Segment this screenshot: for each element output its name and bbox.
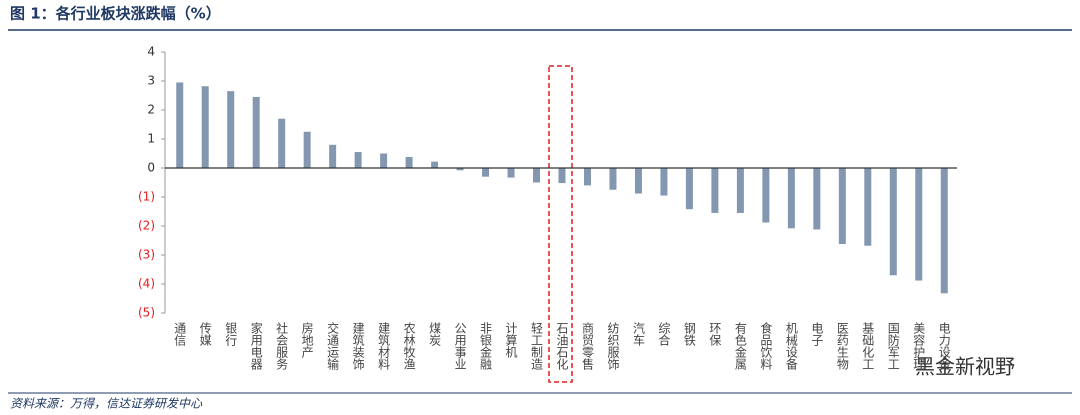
bar [583, 168, 591, 186]
x-tick-label: 家用电器 [249, 321, 263, 371]
y-tick-label: 1 [147, 132, 155, 146]
x-tick-label: 石油石化 [555, 322, 569, 371]
x-tick-label: 交通运输 [326, 321, 340, 371]
bar [227, 91, 235, 168]
x-tick-label: 电力设备 [937, 322, 951, 371]
y-tick-label: 3 [147, 74, 155, 88]
bar [252, 96, 260, 168]
x-tick-label: 公用事业 [453, 322, 467, 370]
x-tick-label: 汽车 [631, 321, 645, 347]
bar [685, 168, 693, 210]
x-tick-label: 基础化工 [861, 322, 875, 370]
x-tick-label: 电子 [810, 322, 824, 346]
y-tick-label: 2 [147, 103, 155, 117]
bar [838, 168, 846, 244]
bar [889, 168, 897, 276]
x-tick-label: 轻工制造 [530, 322, 544, 370]
x-tick-label: 煤炭 [428, 322, 442, 347]
bar [507, 168, 515, 178]
x-tick-label: 纺织服饰 [606, 322, 620, 370]
x-tick-label: 钢铁 [682, 322, 696, 346]
x-tick-label: 有色金属 [733, 322, 747, 371]
x-tick-label: 医药生物 [835, 322, 849, 370]
bar [813, 168, 821, 230]
x-tick-label: 建筑材料 [377, 322, 391, 370]
bar [711, 168, 719, 213]
y-tick-label: 4 [147, 45, 155, 59]
bar [354, 152, 362, 168]
bar [380, 153, 388, 168]
x-tick-label: 银行 [224, 322, 238, 346]
x-tick-label: 商贸零售 [580, 321, 594, 370]
bar [201, 86, 209, 168]
bar [787, 168, 795, 229]
x-tick-label: 机械设备 [784, 322, 798, 371]
x-tick-label: 食品饮料 [759, 321, 773, 370]
x-tick-label: 国防军工 [886, 322, 900, 370]
bar [278, 118, 286, 168]
bar [660, 168, 668, 196]
x-tick-label: 计算机 [504, 322, 518, 358]
x-tick-label: 房地产 [300, 321, 314, 359]
bar [864, 168, 872, 246]
chart-title: 图 1：各行业板块涨跌幅（%） [10, 5, 221, 23]
x-tick-label: 通信 [173, 322, 187, 347]
y-tick-label: (4) [138, 277, 155, 291]
bar [940, 168, 948, 294]
x-tick-label: 环保 [708, 322, 722, 346]
bar [762, 168, 770, 223]
bar [176, 82, 184, 168]
x-tick-label: 非银金融 [479, 322, 493, 371]
x-tick-label: 传媒 [198, 321, 212, 346]
y-tick-label: (5) [138, 306, 155, 320]
y-tick-label: (3) [138, 248, 155, 262]
source: 资料来源：万得，信达证券研发中心 [10, 397, 203, 411]
x-tick-label: 美容护理 [912, 322, 926, 370]
y-tick-label: (1) [138, 190, 155, 204]
bar [915, 168, 923, 281]
bar [736, 168, 744, 213]
bar [303, 131, 311, 168]
y-tick-label: (2) [138, 219, 155, 233]
bar [329, 144, 337, 168]
bar [431, 161, 439, 168]
x-tick-label: 社会服务 [275, 321, 289, 370]
bar [405, 156, 413, 168]
highlight-box [548, 65, 573, 383]
bar [482, 168, 490, 177]
y-tick-label: 0 [147, 161, 155, 175]
bar [533, 168, 541, 183]
bar [558, 168, 566, 184]
watermark: 黑金新视野 [915, 355, 1015, 379]
bar [456, 168, 464, 171]
bar [634, 168, 642, 194]
x-tick-label: 综合 [657, 322, 671, 346]
bar [609, 168, 617, 190]
x-tick-label: 农林牧渔 [402, 322, 416, 370]
x-tick-label: 建筑装饰 [351, 322, 365, 370]
